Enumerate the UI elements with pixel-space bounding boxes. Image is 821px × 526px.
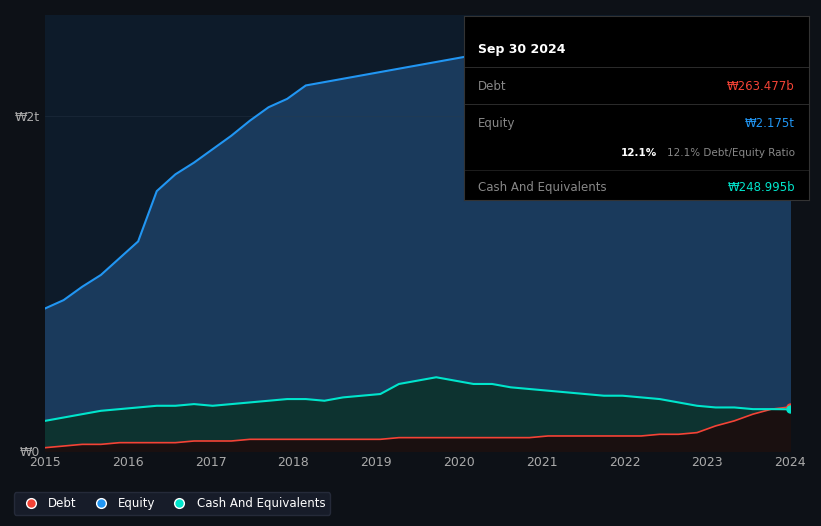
Text: ₩263.477b: ₩263.477b <box>727 80 795 93</box>
Legend: Debt, Equity, Cash And Equivalents: Debt, Equity, Cash And Equivalents <box>14 492 331 515</box>
Text: Equity: Equity <box>478 117 515 130</box>
Text: Sep 30 2024: Sep 30 2024 <box>478 44 565 56</box>
Text: ₩248.995b: ₩248.995b <box>727 181 795 195</box>
Text: Debt: Debt <box>478 80 507 93</box>
Text: 12.1%: 12.1% <box>621 148 657 158</box>
Text: 12.1% Debt/Equity Ratio: 12.1% Debt/Equity Ratio <box>667 148 795 158</box>
Text: ₩2.175t: ₩2.175t <box>745 117 795 130</box>
Text: Cash And Equivalents: Cash And Equivalents <box>478 181 606 195</box>
